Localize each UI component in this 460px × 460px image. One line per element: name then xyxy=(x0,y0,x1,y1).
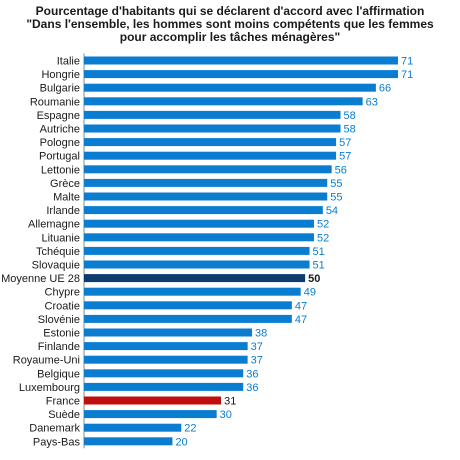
bar-belgique xyxy=(84,369,244,378)
category-label: Estonie xyxy=(43,328,80,340)
bar-royaume-uni xyxy=(84,355,248,364)
bar-luxembourg xyxy=(84,382,244,391)
value-label: 63 xyxy=(366,96,378,108)
value-label: 31 xyxy=(224,396,236,408)
bar-irlande xyxy=(84,206,323,215)
value-label: 56 xyxy=(335,164,347,176)
category-label: Lettonie xyxy=(41,164,80,176)
value-label: 37 xyxy=(251,355,263,367)
category-label: Tchéquie xyxy=(36,246,80,258)
category-label: Slovaquie xyxy=(32,260,80,272)
category-label: Bulgarie xyxy=(40,83,80,95)
bar-finlande xyxy=(84,342,248,351)
value-label: 52 xyxy=(317,219,329,231)
bar-france xyxy=(84,396,222,405)
value-label: 47 xyxy=(295,314,307,326)
bar-malte xyxy=(84,192,328,201)
value-label: 36 xyxy=(246,382,258,394)
category-label: Pologne xyxy=(40,137,80,149)
category-label: Lituanie xyxy=(41,232,80,244)
bar-roumanie xyxy=(84,97,363,106)
bar-danemark xyxy=(84,423,182,432)
category-label: Portugal xyxy=(39,151,80,163)
bar-espagne xyxy=(84,110,341,119)
category-label: Slovénie xyxy=(38,314,80,326)
bar-portugal xyxy=(84,151,337,160)
category-label: Royaume-Uni xyxy=(13,355,80,367)
value-label: 37 xyxy=(251,341,263,353)
bar-lituanie xyxy=(84,233,314,242)
bar-slov-nie xyxy=(84,314,292,323)
category-label: Espagne xyxy=(37,110,80,122)
category-label: Roumanie xyxy=(30,96,80,108)
value-label: 51 xyxy=(313,246,325,258)
bar-gr-ce xyxy=(84,178,328,187)
value-label: 55 xyxy=(330,178,342,190)
category-label: Croatie xyxy=(45,300,80,312)
title-line-1: Pourcentage d'habitants qui se déclarent… xyxy=(35,4,425,18)
category-label: Pays-Bas xyxy=(33,436,81,448)
bar-pologne xyxy=(84,138,337,147)
bar-lettonie xyxy=(84,165,332,174)
value-label: 55 xyxy=(330,192,342,204)
value-label: 54 xyxy=(326,205,338,217)
category-label: Danemark xyxy=(29,423,80,435)
category-label: Luxembourg xyxy=(19,382,80,394)
value-label: 47 xyxy=(295,300,307,312)
value-label: 50 xyxy=(308,273,320,285)
bar-tch-quie xyxy=(84,246,310,255)
category-label: Suède xyxy=(48,409,80,421)
bar-su-de xyxy=(84,410,217,419)
category-label: France xyxy=(46,396,80,408)
category-label: Grèce xyxy=(50,178,80,190)
value-label: 57 xyxy=(339,137,351,149)
value-label: 71 xyxy=(401,56,413,68)
bar-slovaquie xyxy=(84,260,310,269)
value-label: 51 xyxy=(313,260,325,272)
category-label: Finlande xyxy=(38,341,80,353)
value-label: 58 xyxy=(344,110,356,122)
title-line-2: "Dans l'ensemble, les hommes sont moins … xyxy=(26,17,434,31)
value-label: 57 xyxy=(339,151,351,163)
value-label: 49 xyxy=(304,287,316,299)
category-label: Malte xyxy=(53,192,80,204)
category-label: Allemagne xyxy=(28,219,80,231)
category-label: Moyenne UE 28 xyxy=(1,273,80,285)
value-label: 38 xyxy=(255,328,267,340)
value-label: 58 xyxy=(344,124,356,136)
bar-autriche xyxy=(84,124,341,133)
value-label: 20 xyxy=(175,436,187,448)
bar-estonie xyxy=(84,328,253,337)
value-label: 71 xyxy=(401,69,413,81)
bar-chypre xyxy=(84,287,301,296)
value-label: 22 xyxy=(184,423,196,435)
category-label: Hongrie xyxy=(41,69,80,81)
title-line-3: pour accomplir les tâches ménagères" xyxy=(119,30,341,44)
category-label: Chypre xyxy=(45,287,80,299)
bar-croatie xyxy=(84,301,292,310)
bar-moyenne-ue-28 xyxy=(84,274,306,283)
category-label: Belgique xyxy=(37,368,80,380)
bar-allemagne xyxy=(84,219,314,228)
chart-title: Pourcentage d'habitants qui se déclarent… xyxy=(0,5,460,44)
value-label: 52 xyxy=(317,232,329,244)
category-label: Italie xyxy=(57,56,80,68)
bar-bulgarie xyxy=(84,83,376,92)
value-label: 66 xyxy=(379,83,391,95)
bar-italie xyxy=(84,56,398,65)
value-label: 36 xyxy=(246,368,258,380)
category-label: Irlande xyxy=(46,205,80,217)
bar-pays-bas xyxy=(84,437,173,446)
bar-hongrie xyxy=(84,70,398,79)
value-label: 30 xyxy=(220,409,232,421)
category-label: Autriche xyxy=(40,124,80,136)
